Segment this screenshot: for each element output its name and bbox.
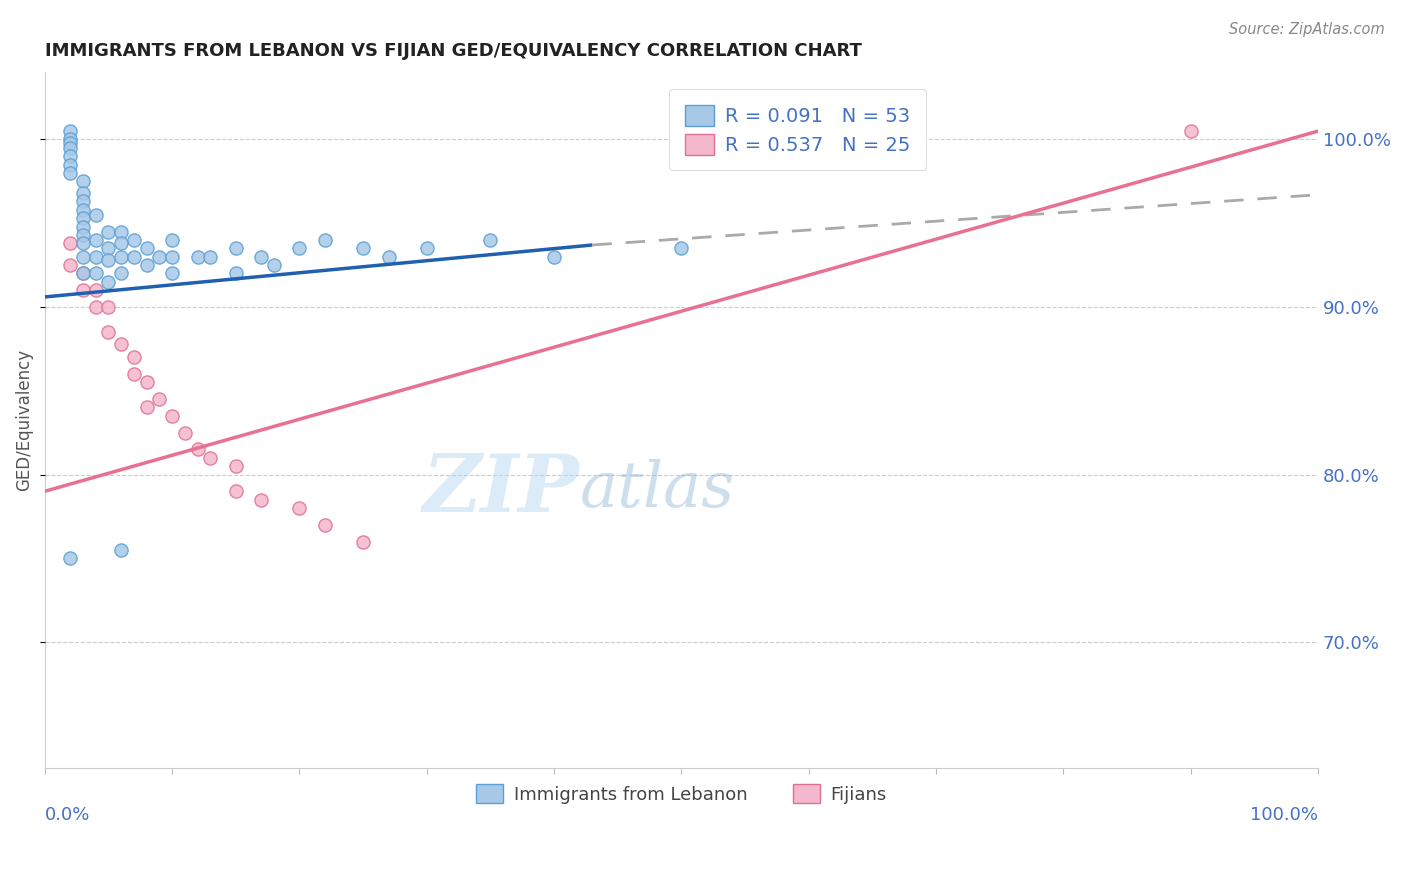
Point bbox=[122, 250, 145, 264]
Point bbox=[110, 236, 132, 251]
Point bbox=[59, 136, 82, 150]
Point bbox=[72, 174, 94, 188]
Point bbox=[187, 442, 209, 457]
Point bbox=[135, 258, 157, 272]
Point bbox=[135, 241, 157, 255]
Point bbox=[187, 250, 209, 264]
Point bbox=[97, 325, 120, 339]
Point bbox=[225, 267, 247, 281]
Point bbox=[84, 208, 107, 222]
Point bbox=[110, 336, 132, 351]
Point bbox=[59, 141, 82, 155]
Point bbox=[97, 275, 120, 289]
Text: IMMIGRANTS FROM LEBANON VS FIJIAN GED/EQUIVALENCY CORRELATION CHART: IMMIGRANTS FROM LEBANON VS FIJIAN GED/EQ… bbox=[45, 42, 862, 60]
Point bbox=[97, 225, 120, 239]
Point bbox=[59, 132, 82, 146]
Point bbox=[148, 250, 170, 264]
Point bbox=[250, 492, 273, 507]
Point bbox=[72, 227, 94, 242]
Text: 0.0%: 0.0% bbox=[45, 806, 90, 824]
Text: 100.0%: 100.0% bbox=[1250, 806, 1319, 824]
Point bbox=[72, 211, 94, 226]
Point bbox=[288, 501, 311, 516]
Point bbox=[263, 258, 285, 272]
Point bbox=[84, 283, 107, 297]
Point bbox=[200, 450, 222, 465]
Point bbox=[479, 233, 502, 247]
Point bbox=[148, 392, 170, 406]
Y-axis label: GED/Equivalency: GED/Equivalency bbox=[15, 349, 32, 491]
Text: atlas: atlas bbox=[579, 458, 734, 520]
Text: ZIP: ZIP bbox=[423, 450, 579, 528]
Point bbox=[671, 241, 693, 255]
Point bbox=[160, 267, 183, 281]
Point bbox=[84, 250, 107, 264]
Point bbox=[72, 267, 94, 281]
Point bbox=[352, 534, 374, 549]
Point bbox=[110, 225, 132, 239]
Point bbox=[135, 401, 157, 415]
Point bbox=[59, 124, 82, 138]
Point bbox=[59, 551, 82, 566]
Point bbox=[72, 267, 94, 281]
Point bbox=[1180, 124, 1202, 138]
Point bbox=[288, 241, 311, 255]
Point bbox=[84, 233, 107, 247]
Point bbox=[377, 250, 399, 264]
Point bbox=[250, 250, 273, 264]
Point bbox=[72, 194, 94, 209]
Point bbox=[59, 258, 82, 272]
Point bbox=[174, 425, 197, 440]
Point bbox=[97, 241, 120, 255]
Point bbox=[110, 250, 132, 264]
Point bbox=[160, 409, 183, 423]
Point bbox=[352, 241, 374, 255]
Point bbox=[97, 300, 120, 314]
Text: Source: ZipAtlas.com: Source: ZipAtlas.com bbox=[1229, 22, 1385, 37]
Point bbox=[59, 157, 82, 171]
Point bbox=[72, 236, 94, 251]
Point bbox=[59, 166, 82, 180]
Point bbox=[160, 250, 183, 264]
Point bbox=[122, 367, 145, 381]
Point bbox=[59, 236, 82, 251]
Point bbox=[110, 267, 132, 281]
Point bbox=[84, 300, 107, 314]
Point bbox=[59, 149, 82, 163]
Point bbox=[72, 250, 94, 264]
Point bbox=[225, 484, 247, 499]
Point bbox=[122, 350, 145, 364]
Point bbox=[72, 219, 94, 234]
Point bbox=[160, 233, 183, 247]
Point bbox=[200, 250, 222, 264]
Point bbox=[225, 241, 247, 255]
Point bbox=[543, 250, 565, 264]
Point bbox=[135, 376, 157, 390]
Point bbox=[225, 459, 247, 474]
Point bbox=[84, 267, 107, 281]
Point bbox=[110, 542, 132, 557]
Legend: Immigrants from Lebanon, Fijians: Immigrants from Lebanon, Fijians bbox=[468, 777, 894, 811]
Point bbox=[72, 202, 94, 217]
Point bbox=[416, 241, 439, 255]
Point bbox=[314, 517, 336, 532]
Point bbox=[72, 186, 94, 200]
Point bbox=[97, 253, 120, 268]
Point bbox=[72, 283, 94, 297]
Point bbox=[122, 233, 145, 247]
Point bbox=[314, 233, 336, 247]
